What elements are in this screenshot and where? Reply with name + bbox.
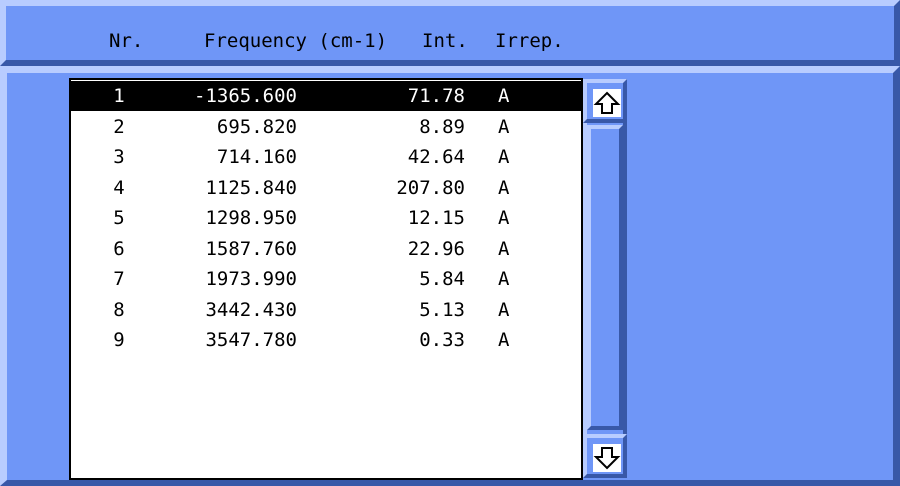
row-frequency: 3547.780 [205, 329, 297, 351]
table-row[interactable]: 9 3547.780 0.33 A [71, 325, 581, 355]
row-irrep: A [498, 298, 510, 321]
header-irrep[interactable]: Irrep. [495, 30, 564, 52]
scrollbar-thumb[interactable] [587, 125, 623, 430]
table-row[interactable]: 1 -1365.600 71.78 A [71, 81, 581, 111]
table-row[interactable]: 3 714.160 42.64 A [71, 142, 581, 172]
row-nr: 9 [113, 329, 125, 351]
row-intensity: 5.84 [419, 268, 465, 290]
header-nr[interactable]: Nr. [109, 30, 144, 52]
row-intensity: 71.78 [407, 85, 465, 107]
row-frequency: 695.820 [216, 115, 297, 138]
row-nr: 4 [113, 176, 125, 199]
row-irrep: A [498, 268, 510, 290]
row-frequency: 3442.430 [205, 298, 297, 321]
scroll-down-button[interactable] [583, 434, 627, 478]
row-nr: 5 [113, 207, 125, 229]
scroll-up-button[interactable] [583, 79, 627, 123]
row-intensity: 8.89 [419, 115, 465, 138]
arrow-up-icon [593, 89, 621, 117]
row-irrep: A [498, 237, 510, 260]
table-row[interactable]: 2 695.820 8.89 A [71, 112, 581, 142]
row-irrep: A [498, 176, 510, 199]
row-intensity: 22.96 [407, 237, 465, 260]
table-row[interactable]: 6 1587.760 22.96 A [71, 234, 581, 264]
table-row[interactable]: 8 3442.430 5.13 A [71, 295, 581, 325]
row-intensity: 12.15 [407, 207, 465, 229]
row-irrep: A [498, 146, 510, 168]
arrow-down-icon [593, 444, 621, 472]
header-intensity[interactable]: Int. [422, 30, 468, 52]
scrollbar-track[interactable] [583, 123, 627, 434]
table-row[interactable]: 4 1125.840 207.80 A [71, 173, 581, 203]
column-header-bar: Nr. Frequency (cm-1) Int. Irrep. [0, 0, 900, 66]
row-irrep: A [498, 115, 510, 138]
row-nr: 8 [113, 298, 125, 321]
row-frequency: 714.160 [216, 146, 297, 168]
row-nr: 3 [113, 146, 125, 168]
row-intensity: 207.80 [396, 176, 465, 199]
row-frequency: 1298.950 [205, 207, 297, 229]
row-nr: 7 [113, 268, 125, 290]
row-intensity: 42.64 [407, 146, 465, 168]
row-frequency: 1973.990 [205, 268, 297, 290]
row-intensity: 5.13 [419, 298, 465, 321]
row-irrep: A [498, 85, 510, 107]
row-frequency: 1125.840 [205, 176, 297, 199]
row-nr: 1 [113, 85, 125, 107]
header-frequency[interactable]: Frequency (cm-1) [204, 30, 388, 52]
row-frequency: -1365.600 [194, 85, 297, 107]
row-nr: 2 [113, 115, 125, 138]
table-row[interactable]: 5 1298.950 12.15 A [71, 203, 581, 233]
row-irrep: A [498, 329, 510, 351]
row-frequency: 1587.760 [205, 237, 297, 260]
row-nr: 6 [113, 237, 125, 260]
frequency-list[interactable]: 1 -1365.600 71.78 A 2 695.820 8.89 A 3 714.160 42.… [69, 78, 583, 480]
table-row[interactable]: 7 1973.990 5.84 A [71, 264, 581, 294]
row-irrep: A [498, 207, 510, 229]
row-intensity: 0.33 [419, 329, 465, 351]
